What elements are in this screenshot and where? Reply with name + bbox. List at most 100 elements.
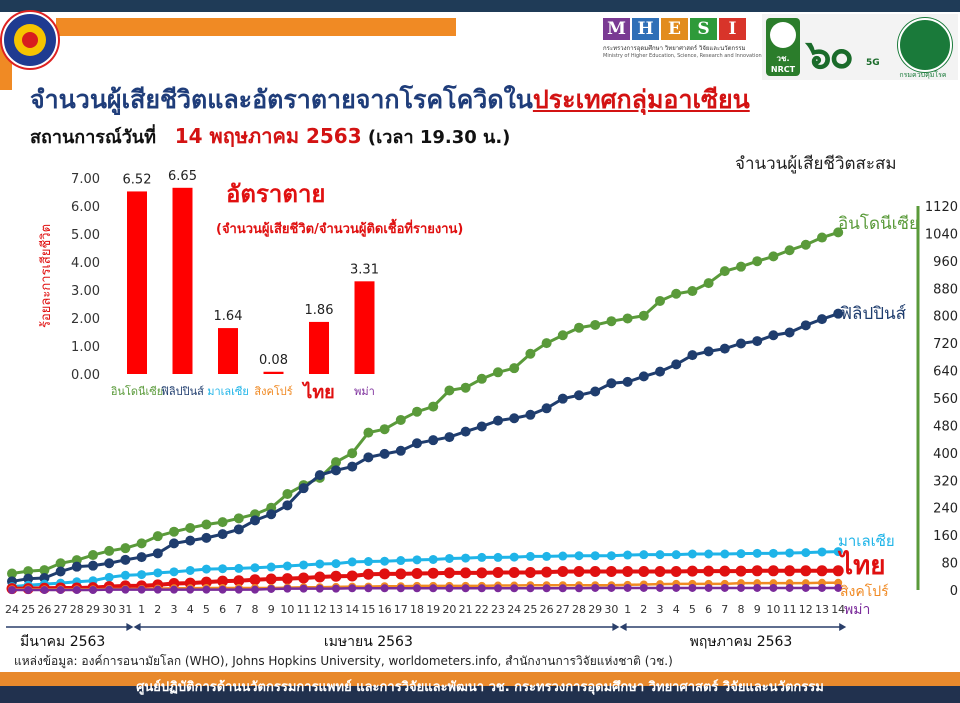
data-point-myanmar xyxy=(218,585,227,594)
data-point-myanmar xyxy=(510,584,519,593)
data-point-thailand xyxy=(670,565,682,577)
data-point-malaysia xyxy=(606,551,616,561)
page-title-highlight: ประเทศกลุ่มอาเซียน xyxy=(532,85,750,114)
bar-y-tick-label: 3.00 xyxy=(71,284,100,299)
data-point-thailand xyxy=(492,567,504,579)
data-point-philippines xyxy=(671,359,682,370)
y-tick-label: 160 xyxy=(933,529,958,544)
series-label-thailand: ไทย xyxy=(837,549,885,581)
data-point-myanmar xyxy=(704,583,713,592)
data-point-malaysia xyxy=(380,556,390,566)
data-point-thailand xyxy=(346,570,358,582)
x-tick-label: 1 xyxy=(624,603,631,616)
data-point-philippines xyxy=(347,461,358,472)
page-subtitle: สถานการณ์วันที่ 14 พฤษภาคม 2563 (เวลา 19… xyxy=(30,124,511,148)
data-point-thailand xyxy=(411,568,423,580)
bar-category-label: มาเลเซีย xyxy=(207,385,249,398)
x-tick-label: 9 xyxy=(754,603,761,616)
data-point-indonesia xyxy=(347,448,358,459)
x-tick-label: 24 xyxy=(5,603,19,616)
data-point-myanmar xyxy=(461,584,470,593)
data-point-thailand xyxy=(298,572,310,584)
x-tick-label: 31 xyxy=(118,603,132,616)
data-point-indonesia xyxy=(201,519,212,530)
data-point-philippines xyxy=(736,338,746,349)
data-point-thailand xyxy=(508,567,520,579)
data-point-myanmar xyxy=(299,584,308,593)
data-point-indonesia xyxy=(39,565,50,576)
data-point-thailand xyxy=(217,575,229,587)
data-point-philippines xyxy=(379,448,390,459)
data-point-thailand xyxy=(330,570,342,582)
mhesi-letter-i: I xyxy=(719,18,746,40)
data-point-indonesia xyxy=(752,256,763,267)
data-point-thailand xyxy=(767,565,779,577)
data-point-indonesia xyxy=(703,278,714,289)
data-point-philippines xyxy=(525,409,536,420)
data-point-malaysia xyxy=(396,556,406,566)
data-point-philippines xyxy=(476,421,487,432)
data-point-indonesia xyxy=(655,295,665,306)
data-point-malaysia xyxy=(153,568,163,578)
bar-0 xyxy=(127,191,147,374)
data-point-philippines xyxy=(314,470,325,481)
data-point-malaysia xyxy=(639,550,649,560)
y-tick-label: 1040 xyxy=(925,227,958,242)
data-point-malaysia xyxy=(137,570,147,580)
data-point-malaysia xyxy=(736,549,746,559)
data-point-indonesia xyxy=(768,251,779,262)
data-point-myanmar xyxy=(737,583,745,592)
data-point-myanmar xyxy=(89,586,97,594)
bar-value-label: 1.64 xyxy=(214,309,243,324)
data-point-myanmar xyxy=(364,584,373,593)
data-point-thailand xyxy=(784,565,796,577)
data-point-indonesia xyxy=(7,568,17,579)
data-point-thailand xyxy=(265,573,277,585)
x-tick-label: 5 xyxy=(689,603,696,616)
mhesi-english-name: Ministry of Higher Education, Science, R… xyxy=(603,53,762,59)
data-point-malaysia xyxy=(509,552,519,562)
data-point-indonesia xyxy=(541,338,552,349)
y-tick-label: 80 xyxy=(941,557,958,572)
bar-chart-title: อัตราตาย xyxy=(226,180,326,208)
footer-text: ศูนย์ปฏิบัติการด้านนวัตกรรมการแพทย์ และก… xyxy=(136,680,824,695)
x-tick-label: 27 xyxy=(556,603,570,616)
data-point-thailand xyxy=(557,565,569,577)
footer-strip xyxy=(0,686,960,703)
data-point-malaysia xyxy=(218,564,228,574)
data-point-indonesia xyxy=(88,550,98,561)
data-point-malaysia xyxy=(525,551,535,561)
data-point-philippines xyxy=(233,524,244,535)
data-point-philippines xyxy=(217,529,228,540)
data-point-indonesia xyxy=(395,414,406,425)
data-point-thailand xyxy=(541,566,553,578)
data-point-thailand xyxy=(735,565,747,577)
bar-category-label: พม่า xyxy=(354,385,375,398)
data-point-myanmar xyxy=(267,584,276,593)
data-point-indonesia xyxy=(428,401,439,412)
x-tick-label: 18 xyxy=(410,603,424,616)
x-tick-label: 29 xyxy=(86,603,100,616)
data-point-philippines xyxy=(152,548,163,559)
data-point-malaysia xyxy=(477,552,487,562)
x-tick-label: 21 xyxy=(459,603,473,616)
data-point-indonesia xyxy=(412,406,422,417)
data-point-philippines xyxy=(169,538,179,549)
data-point-indonesia xyxy=(331,457,341,468)
month-range-arrow xyxy=(612,623,620,631)
data-point-myanmar xyxy=(186,585,195,594)
y-tick-label: 800 xyxy=(933,310,958,325)
data-point-philippines xyxy=(703,346,714,357)
bar-y-tick-label: 5.00 xyxy=(71,228,100,243)
bar-chart-subtitle: (จำนวนผู้เสียชีวิต/จำนวนผู้ติดเชื้อที่รา… xyxy=(216,222,464,237)
data-point-malaysia xyxy=(542,551,552,561)
x-tick-label: 8 xyxy=(252,603,259,616)
data-point-malaysia xyxy=(574,551,584,561)
nrct-logo: วช. NRCT xyxy=(766,18,800,76)
data-point-myanmar xyxy=(494,584,502,593)
data-point-thailand xyxy=(200,576,212,588)
bar-y-tick-label: 2.00 xyxy=(71,312,100,327)
data-point-malaysia xyxy=(623,550,633,560)
data-point-myanmar xyxy=(105,585,114,594)
